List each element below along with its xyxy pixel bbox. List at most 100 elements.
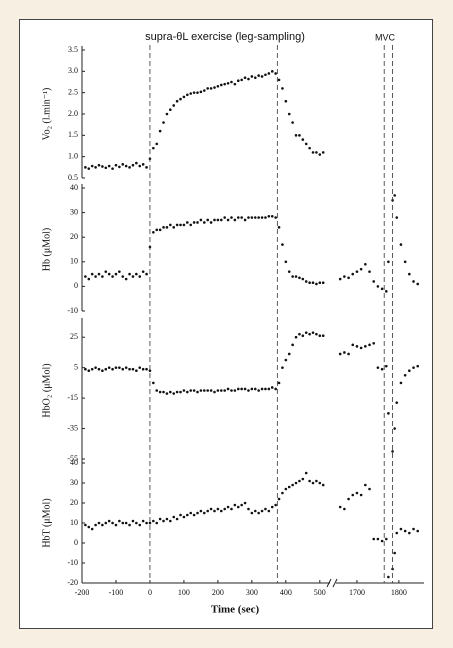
data-point (240, 78, 243, 82)
x-tick-label: 1700 (349, 588, 365, 597)
data-point (318, 481, 322, 485)
data-point (104, 270, 108, 273)
data-point (172, 515, 176, 519)
data-point (351, 493, 355, 497)
data-point (315, 479, 318, 483)
y-tick-label: 10 (70, 518, 78, 527)
data-point (124, 277, 128, 281)
data-point (364, 262, 367, 266)
y-tick-label: 20 (70, 232, 78, 241)
data-point (135, 272, 138, 276)
data-point (343, 507, 346, 511)
data-point (318, 334, 322, 338)
data-point (308, 332, 311, 336)
data-point (169, 223, 172, 227)
data-point (395, 401, 399, 404)
data-point (315, 332, 318, 336)
data-point (393, 427, 396, 430)
data-point (121, 521, 125, 525)
data-point (162, 390, 165, 394)
data-point (376, 537, 380, 541)
data-point (145, 166, 148, 169)
y-tick-label: 25 (70, 332, 78, 341)
data-point (311, 481, 315, 485)
data-point (399, 243, 403, 246)
data-point (206, 509, 209, 513)
data-point (236, 387, 240, 391)
data-point (175, 223, 179, 227)
data-point (107, 519, 111, 523)
data-point (84, 367, 87, 371)
x-tick-label: 1800 (391, 588, 407, 597)
data-point (179, 223, 182, 227)
y-tick-label: 1.5 (68, 130, 78, 139)
data-point (223, 389, 226, 392)
data-point (347, 276, 350, 280)
data-point (315, 151, 318, 154)
data-point (90, 164, 94, 168)
data-point (189, 511, 193, 515)
data-point (347, 497, 350, 501)
data-point (97, 367, 101, 371)
x-tick-label: 500 (314, 588, 326, 597)
data-point (270, 386, 274, 389)
y-tick-label: 40 (70, 183, 78, 192)
data-point (291, 483, 294, 487)
x-tick-label: -100 (109, 588, 124, 597)
y-tick-label: 0 (74, 281, 78, 290)
data-point (165, 517, 169, 521)
data-point (199, 389, 203, 392)
data-point (138, 523, 142, 527)
data-point (338, 352, 342, 356)
data-point (250, 387, 254, 391)
axis-break (332, 578, 338, 588)
data-point (230, 80, 233, 84)
data-point (240, 216, 243, 219)
data-point (270, 505, 274, 509)
data-point (87, 369, 91, 373)
data-point (223, 507, 226, 511)
data-point (209, 389, 213, 392)
data-point (408, 531, 411, 535)
data-point (135, 369, 138, 373)
data-point (209, 221, 213, 224)
data-point (298, 479, 301, 483)
data-point (141, 367, 145, 371)
data-point (264, 73, 267, 77)
data-point (196, 221, 199, 224)
data-point (203, 511, 206, 515)
data-point (107, 366, 111, 369)
data-point (141, 163, 145, 166)
data-point (294, 335, 298, 339)
data-point (213, 390, 216, 394)
data-point (308, 281, 311, 285)
x-tick-label: 200 (212, 588, 224, 597)
data-point (155, 142, 159, 146)
data-point (236, 79, 240, 83)
y-axis-label: Vo₂ (l.min⁻¹) (41, 88, 52, 141)
data-point (395, 531, 399, 535)
data-point (145, 521, 148, 525)
x-tick-label: 400 (280, 588, 292, 597)
y-axis-label: Hb (μMol) (41, 228, 52, 271)
data-point (233, 389, 237, 392)
data-point (368, 343, 371, 347)
data-point (311, 151, 315, 154)
data-point (186, 221, 189, 224)
data-point (148, 521, 152, 525)
y-tick-label: 40 (70, 458, 78, 467)
data-point (226, 387, 230, 391)
data-point (141, 519, 145, 523)
data-point (301, 334, 305, 338)
data-point (172, 104, 176, 107)
data-point (343, 351, 346, 354)
data-point (387, 260, 390, 264)
data-point (145, 367, 148, 371)
data-point (114, 272, 118, 276)
data-point (384, 364, 388, 368)
data-point (281, 491, 284, 495)
data-point (90, 527, 94, 531)
data-point (128, 367, 131, 371)
data-point (372, 537, 376, 541)
